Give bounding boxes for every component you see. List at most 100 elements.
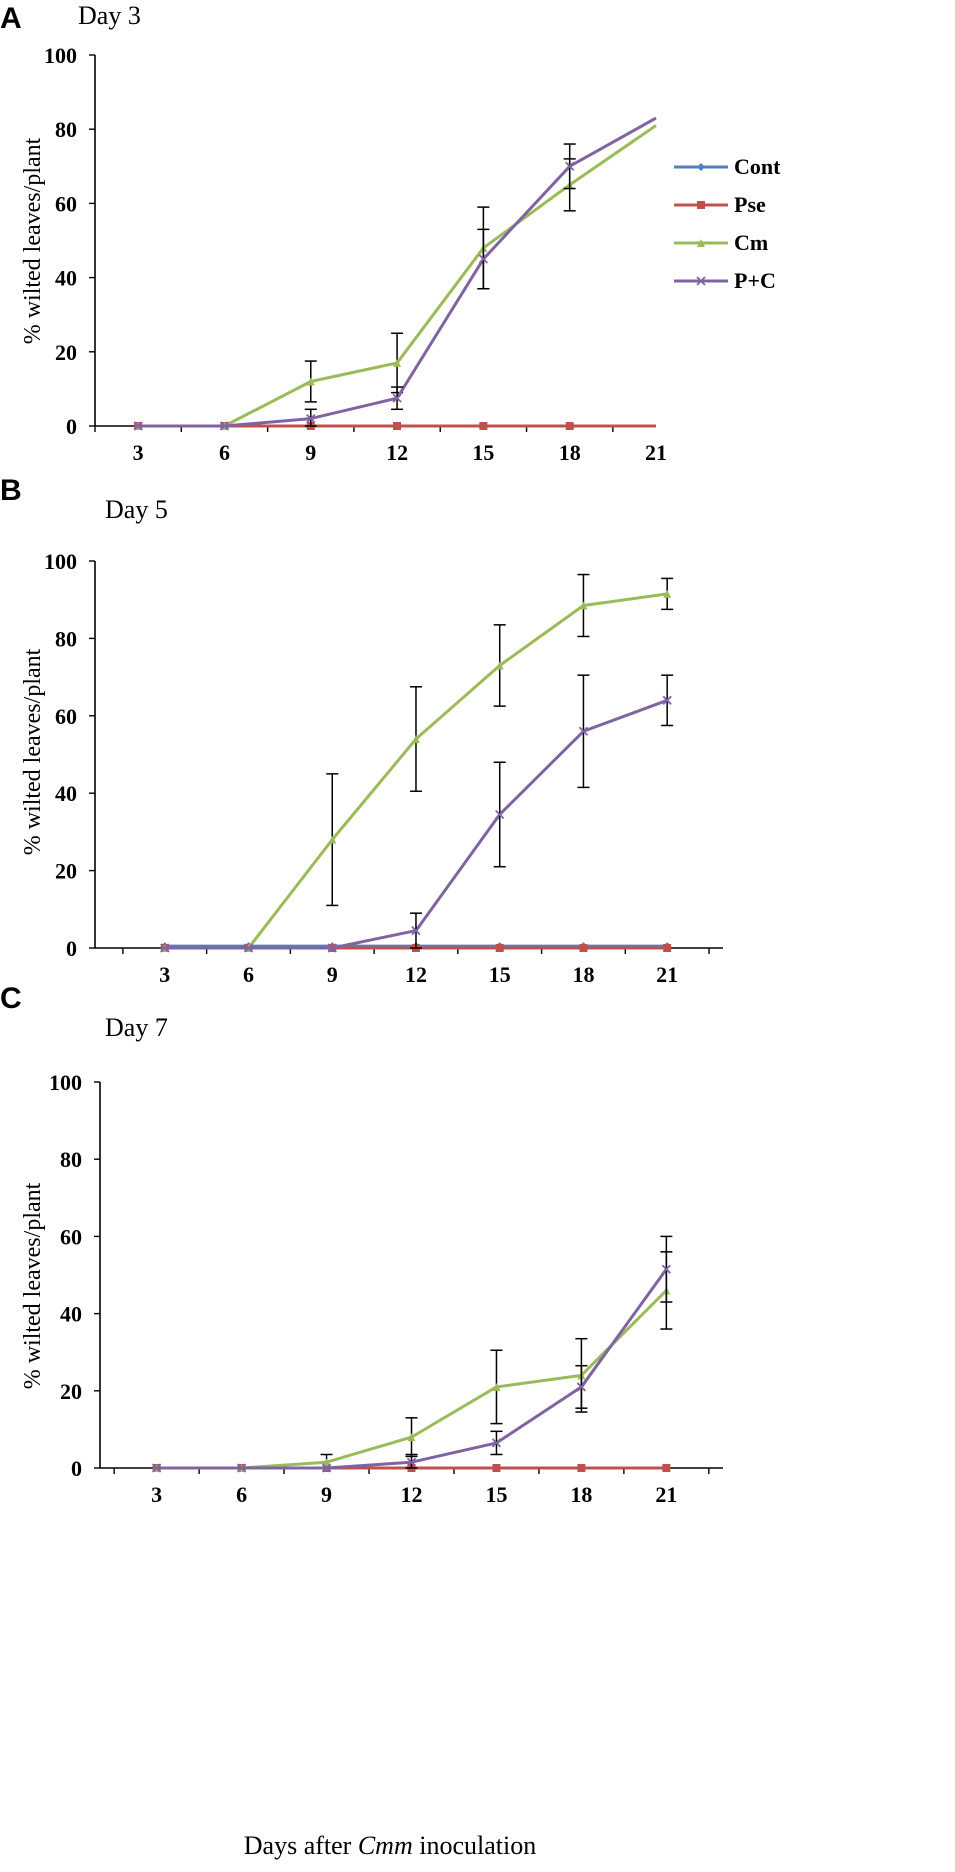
panel-b-x-tick-label: 21: [656, 962, 678, 987]
panel-b-point-p-plus-c: [327, 943, 337, 953]
panel-b-point-p-plus-c: [160, 943, 170, 953]
legend-item-cm: Cm: [674, 230, 768, 255]
panel-a-point-cm: [306, 377, 315, 386]
panel-b-point-cm: [328, 835, 337, 844]
panel-a-point-p-plus-c: [219, 421, 230, 431]
panel-b-y-tick-label: 40: [55, 781, 77, 806]
panel-b-point-p-plus-c: [243, 943, 254, 953]
panel-b-y-tick-label: 20: [55, 859, 77, 884]
panel-a-point-p-plus-c: [565, 161, 575, 171]
legend-marker-cont: [697, 163, 705, 171]
panel-c-x-tick-label: 21: [655, 1482, 677, 1507]
panel-b-y-tick-label: 0: [66, 936, 77, 961]
legend-marker-cm: [697, 239, 705, 247]
legend-marker-p-plus-c: [696, 276, 706, 286]
panel-a-point-p-plus-c: [392, 393, 402, 403]
panel-b-point-p-plus-c: [495, 809, 505, 820]
legend-item-cont: Cont: [674, 154, 781, 179]
panel-c-point-p-plus-c: [151, 1463, 162, 1473]
panel-a-point-pse: [479, 422, 488, 430]
panel-c-x-tick-label: 6: [236, 1482, 247, 1507]
panel-b-point-p-plus-c: [578, 726, 589, 736]
x-axis-label-part-2: Cmm: [358, 1831, 413, 1860]
panel-a-point-p-plus-c: [133, 421, 143, 431]
legend-item-p-plus-c: P+C: [674, 268, 776, 293]
panel-b-series-cm: [160, 573, 674, 952]
panel-a-title: Day 3: [78, 1, 141, 30]
panel-a-x-tick-label: 21: [645, 440, 667, 465]
panel-a-point-cm: [393, 358, 402, 367]
panel-a-x-tick-label: 6: [219, 440, 230, 465]
x-axis-label-part-3: inoculation: [413, 1831, 536, 1860]
panel-c-series-cm: [152, 1251, 673, 1472]
panel-b-x-tick-label: 3: [159, 962, 170, 987]
panel-c-series-p-plus-c: [151, 1235, 673, 1473]
panel-b-title: Day 5: [105, 495, 168, 524]
panel-b-x-tick-label: 6: [243, 962, 254, 987]
panel-c-chart: C Day 7 % wilted leaves/plant 0 20 40 60 80 1…: [0, 982, 723, 1507]
panel-c-point-p-plus-c: [576, 1382, 587, 1392]
panel-c-y-tick-label: 60: [60, 1224, 82, 1249]
panel-b-point-cm: [663, 589, 672, 598]
panel-a-chart: A Day 3 % wilted leaves/plant 0 20 40 60 80 1…: [0, 1, 781, 465]
panel-b-letter: B: [0, 474, 22, 507]
x-axis-label: Days after Cmm inoculation: [244, 1831, 536, 1860]
panel-a-x-tick-label: 3: [133, 440, 144, 465]
panel-a-point-p-plus-c: [306, 413, 316, 424]
panel-a-y-tick-label: 80: [55, 117, 77, 142]
panel-a-point-pse: [565, 422, 574, 430]
panel-a-x-tick-label: 9: [305, 440, 316, 465]
panel-b-y-tick-label: 60: [55, 704, 77, 729]
panel-b-point-pse: [663, 944, 672, 952]
panel-c-point-p-plus-c: [491, 1438, 502, 1448]
panel-c-point-p-plus-c: [236, 1463, 247, 1473]
panel-b-y-tick-label: 80: [55, 626, 77, 651]
panel-b-point-cm: [411, 735, 420, 744]
panel-c-point-pse: [577, 1464, 586, 1472]
panel-a-letter: A: [0, 2, 22, 35]
panel-c-x-tick-label: 12: [401, 1482, 423, 1507]
panel-b-point-pse: [579, 944, 588, 952]
panel-b-point-pse: [495, 944, 504, 952]
panel-c-y-axis-label: % wilted leaves/plant: [20, 1182, 46, 1389]
panel-c-point-cm: [322, 1458, 331, 1467]
panel-b-series-p-plus-c: [160, 674, 674, 953]
panel-a-x-tick-label: 15: [472, 440, 494, 465]
panel-b-x-tick-label: 18: [572, 962, 594, 987]
panel-c-point-pse: [662, 1464, 671, 1472]
panel-a-legend: Cont Pse Cm P+C: [674, 154, 781, 293]
panel-a-y-tick-label: 40: [55, 266, 77, 291]
panel-b-x-tick-label: 15: [489, 962, 511, 987]
panel-b-point-p-plus-c: [662, 695, 672, 705]
panel-a-series-p-plus-c: [133, 116, 657, 431]
panel-c-point-cm: [407, 1433, 416, 1442]
x-axis-label-part-1: Days after: [244, 1831, 358, 1860]
panel-c-y-tick-label: 40: [60, 1302, 82, 1327]
panel-a-y-tick-label: 60: [55, 191, 77, 216]
panel-b-x-tick-label: 9: [327, 962, 338, 987]
panel-c-x-tick-label: 18: [570, 1482, 592, 1507]
panel-c-point-p-plus-c: [661, 1264, 672, 1274]
panel-b-chart: B Day 5 % wilted leaves/plant 0 20 40 60 80 1…: [0, 474, 723, 987]
panel-b-point-cm: [495, 661, 504, 670]
panel-a-point-pse: [393, 422, 402, 430]
panel-a-y-axis-label: % wilted leaves/plant: [20, 137, 46, 344]
panel-c-point-p-plus-c: [321, 1463, 332, 1473]
legend-label-cm: Cm: [734, 230, 768, 255]
panel-c-x-tick-label: 9: [321, 1482, 332, 1507]
panel-c-x-tick-label: 3: [151, 1482, 162, 1507]
panel-a-x-tick-label: 18: [559, 440, 581, 465]
panel-c-title: Day 7: [105, 1013, 168, 1042]
panel-a-point-p-plus-c: [478, 254, 489, 264]
panel-c-y-tick-label: 20: [60, 1379, 82, 1404]
panel-c-y-tick-label: 0: [71, 1456, 82, 1481]
panel-c-x-tick-label: 15: [485, 1482, 507, 1507]
legend-label-pse: Pse: [734, 192, 766, 217]
legend-label-cont: Cont: [734, 154, 781, 179]
panel-b-x-tick-label: 12: [405, 962, 427, 987]
panel-c-y-tick-label: 80: [60, 1147, 82, 1172]
panel-a-y-tick-label: 20: [55, 340, 77, 365]
panel-b-y-axis-label: % wilted leaves/plant: [20, 648, 46, 855]
panel-a-x-tick-label: 12: [386, 440, 408, 465]
